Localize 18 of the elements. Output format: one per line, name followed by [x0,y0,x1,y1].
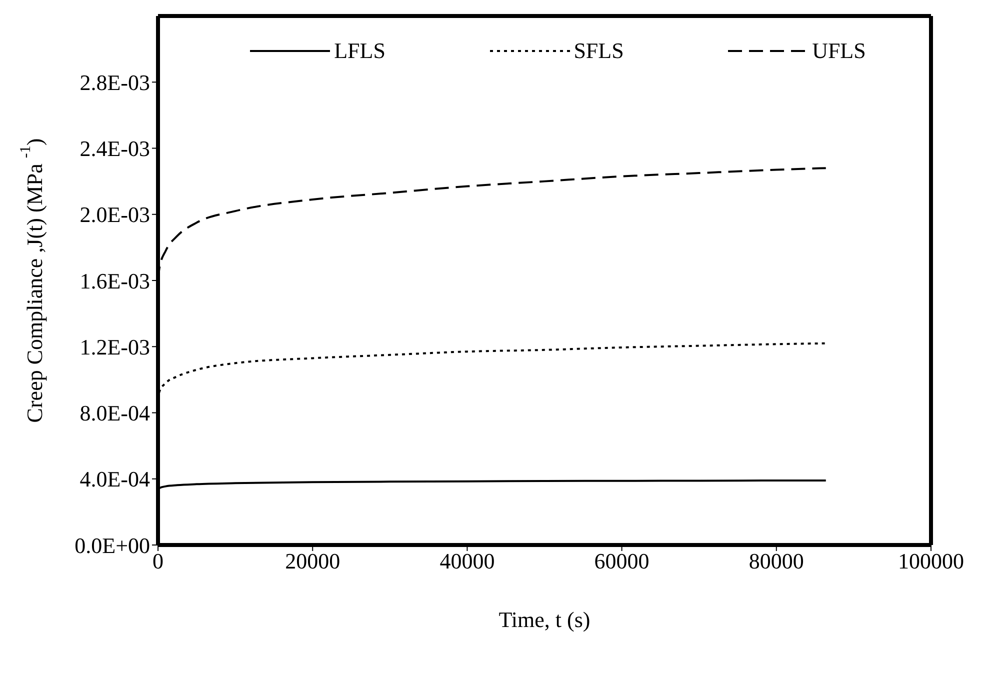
x-tick-label: 60000 [594,548,650,574]
legend-label: SFLS [572,38,624,64]
y-tick-label: 2.8E-03 [80,70,150,95]
y-tick-label: 1.2E-03 [80,334,150,360]
x-tick-label: 100000 [898,548,964,574]
x-axis-title: Time, t (s) [498,607,590,632]
y-tick-label: 2.0E-03 [80,202,150,228]
y-tick-label: 1.6E-03 [80,268,150,294]
x-tick-label: 40000 [440,548,495,574]
y-tick-label: 8.0E-04 [80,400,150,426]
y-tick-label: 4.0E-04 [80,466,150,492]
y-tick-label: 0.0E+00 [74,532,150,558]
x-tick-label: 20000 [285,548,340,574]
legend-label: UFLS [811,38,866,64]
legend-label: LFLS [333,38,386,64]
x-tick-label: 80000 [748,548,804,574]
y-tick-label: 2.4E-03 [80,136,150,162]
x-tick-label: 0 [152,548,164,574]
